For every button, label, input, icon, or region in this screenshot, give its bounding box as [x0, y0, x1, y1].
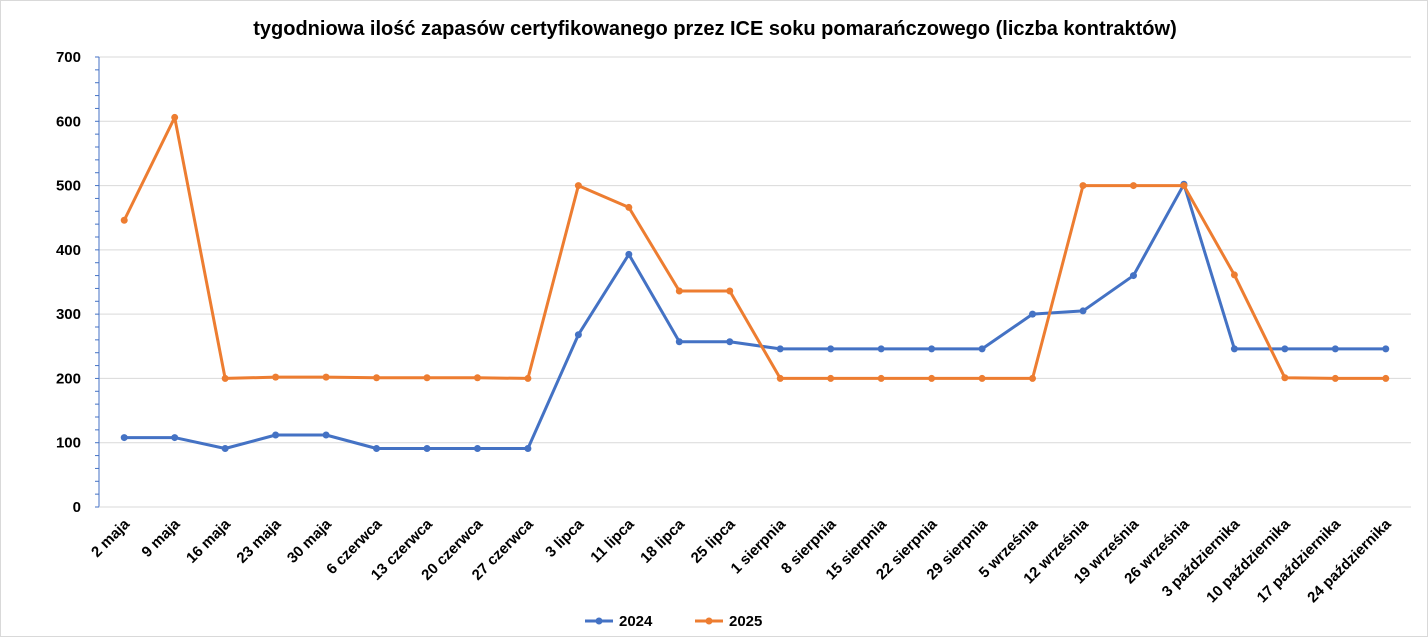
- x-tick-label: 30 maja: [284, 515, 335, 566]
- data-point: [1230, 271, 1238, 279]
- series-line: [124, 182, 1386, 450]
- data-point: [928, 374, 936, 382]
- axes: [95, 56, 1411, 508]
- y-tick-labels: 0 100 200 300 400 500 600 700: [56, 49, 81, 516]
- data-point: [827, 345, 835, 353]
- data-point: [1382, 345, 1390, 353]
- data-point: [524, 445, 532, 452]
- data-point: [928, 345, 936, 353]
- data-point: [171, 434, 179, 442]
- data-point: [1281, 345, 1289, 353]
- y-tick-label: 300: [56, 306, 81, 323]
- data-point: [625, 250, 633, 258]
- data-point: [574, 331, 582, 339]
- data-point: [776, 374, 784, 382]
- data-point: [675, 287, 683, 295]
- data-point: [221, 445, 229, 452]
- x-tick-label: 18 lipca: [637, 515, 688, 566]
- data-point: [726, 338, 734, 346]
- x-tick-label: 16 maja: [183, 515, 234, 566]
- data-point: [877, 345, 885, 353]
- data-point: [1129, 272, 1137, 280]
- data-point: [1079, 307, 1087, 315]
- x-tick-label: 11 lipca: [587, 515, 638, 566]
- data-point: [726, 287, 734, 295]
- x-tick-label: 2 maja: [88, 515, 134, 561]
- data-point: [473, 445, 481, 452]
- y-tick-label: 0: [73, 499, 81, 516]
- data-point: [221, 374, 229, 382]
- y-tick-label: 400: [56, 242, 81, 259]
- series-2024: [120, 180, 1390, 452]
- x-tick-label: 3 lipca: [542, 515, 588, 561]
- data-point: [574, 182, 582, 190]
- y-tick-label: 200: [56, 370, 81, 387]
- legend-label: 2025: [729, 613, 762, 630]
- data-point: [625, 203, 633, 211]
- data-point: [322, 373, 330, 381]
- gridlines: [99, 56, 1411, 444]
- data-point: [675, 338, 683, 346]
- data-point: [776, 345, 784, 353]
- data-point: [978, 345, 986, 353]
- data-point: [373, 374, 381, 382]
- series-lines: [120, 113, 1390, 452]
- legend-label: 2024: [619, 613, 653, 630]
- data-point: [473, 374, 481, 382]
- data-point: [272, 431, 280, 439]
- data-point: [120, 434, 128, 442]
- legend-marker: [595, 617, 603, 625]
- data-point: [423, 374, 431, 382]
- data-point: [1230, 345, 1238, 353]
- data-point: [524, 374, 532, 382]
- x-tick-label: 9 maja: [138, 515, 184, 561]
- series-2025: [120, 113, 1390, 382]
- legend-marker: [705, 617, 713, 625]
- y-tick-label: 600: [56, 113, 81, 130]
- legend-item: 2025: [695, 613, 762, 630]
- data-point: [1331, 345, 1339, 353]
- data-point: [1129, 182, 1137, 190]
- data-point: [272, 373, 280, 381]
- data-point: [1079, 182, 1087, 190]
- series-line: [122, 115, 1386, 380]
- chart-title: tygodniowa ilość zapasów certyfikowanego…: [253, 18, 1177, 40]
- data-point: [978, 374, 986, 382]
- y-tick-label: 100: [56, 435, 81, 452]
- x-tick-label: 23 maja: [233, 515, 284, 566]
- y-tick-label: 500: [56, 178, 81, 195]
- data-point: [1029, 374, 1037, 382]
- y-tick-label: 700: [56, 49, 81, 66]
- x-tick-label: 25 lipca: [688, 515, 739, 566]
- data-point: [373, 445, 381, 452]
- data-point: [1029, 310, 1037, 318]
- data-point: [1331, 374, 1339, 382]
- data-point: [1180, 182, 1188, 190]
- data-point: [1382, 374, 1390, 382]
- data-point: [120, 216, 128, 224]
- legend: 2024 2025: [585, 613, 762, 630]
- data-point: [877, 374, 885, 382]
- data-point: [322, 431, 330, 439]
- data-point: [171, 113, 179, 121]
- data-point: [1281, 374, 1289, 382]
- data-point: [423, 445, 431, 452]
- data-point: [827, 374, 835, 382]
- legend-item: 2024: [585, 613, 653, 630]
